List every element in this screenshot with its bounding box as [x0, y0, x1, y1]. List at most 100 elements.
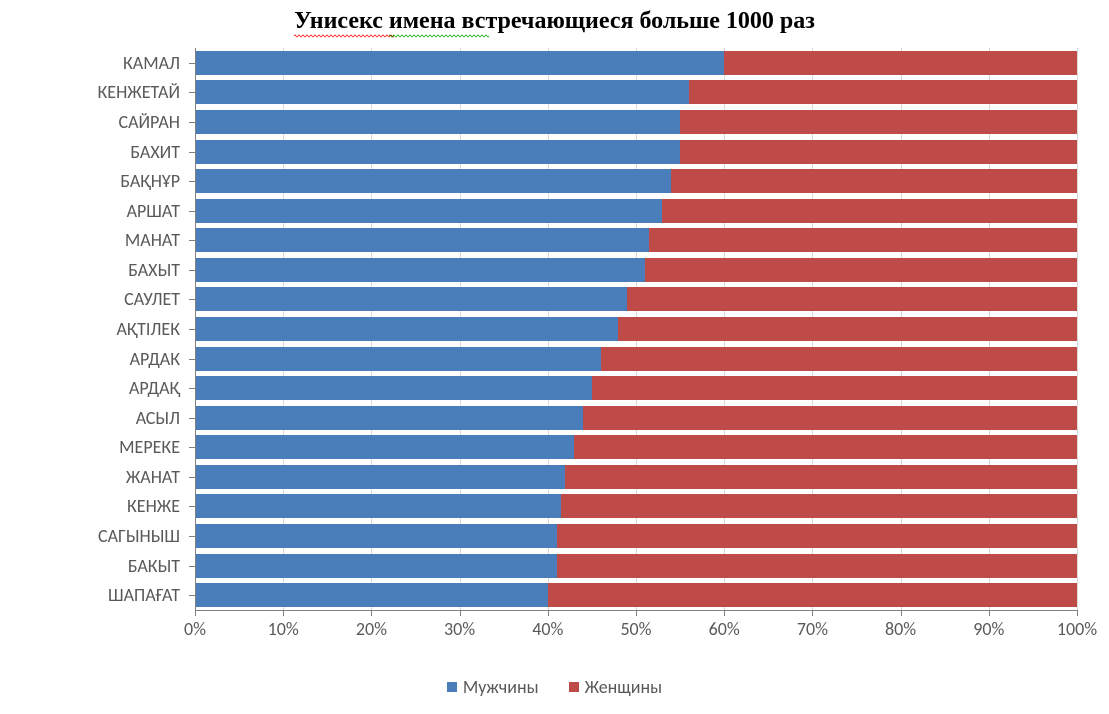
bar-segment-female [601, 347, 1077, 371]
bar-segment-female [662, 199, 1077, 223]
x-tick [901, 610, 902, 616]
bar-row [195, 169, 1077, 193]
bar-segment-male [195, 494, 561, 518]
x-axis-label: 70% [782, 618, 842, 640]
bar-segment-female [565, 465, 1077, 489]
chart-title: Унисекс имена встречающиеся больше 1000 … [0, 8, 1109, 35]
y-tick [189, 359, 195, 360]
y-axis-line [195, 48, 196, 610]
bar-segment-male [195, 406, 583, 430]
bar-row [195, 435, 1077, 459]
bar-row [195, 376, 1077, 400]
plot-area [195, 48, 1077, 610]
bar-segment-female [627, 287, 1077, 311]
x-axis-label: 0% [165, 618, 225, 640]
y-tick [189, 536, 195, 537]
y-tick [189, 211, 195, 212]
x-axis-label: 40% [518, 618, 578, 640]
bar-row [195, 524, 1077, 548]
bar-row [195, 583, 1077, 607]
bar-row [195, 347, 1077, 371]
y-tick [189, 122, 195, 123]
bar-segment-female [574, 435, 1077, 459]
y-axis-label: АРШАТ [0, 200, 180, 222]
bar-row [195, 140, 1077, 164]
bar-segment-female [561, 494, 1077, 518]
title-word: Унисекс [294, 8, 383, 35]
x-axis-label: 20% [341, 618, 401, 640]
bar-segment-male [195, 110, 680, 134]
bar-segment-male [195, 140, 680, 164]
y-axis-label: АРДАК [0, 348, 180, 370]
bar-segment-male [195, 80, 689, 104]
y-axis-label: САЙРАН [0, 111, 180, 133]
bar-segment-female [548, 583, 1077, 607]
y-tick [189, 152, 195, 153]
y-axis-label: КЕНЖЕ [0, 495, 180, 517]
x-axis-label: 50% [606, 618, 666, 640]
x-tick [724, 610, 725, 616]
x-axis-label: 90% [959, 618, 1019, 640]
bar-row [195, 228, 1077, 252]
y-tick [189, 566, 195, 567]
y-axis-label: ЖАНАТ [0, 466, 180, 488]
y-tick [189, 181, 195, 182]
bar-segment-male [195, 376, 592, 400]
y-tick [189, 329, 195, 330]
y-tick [189, 595, 195, 596]
bar-segment-female [680, 110, 1077, 134]
y-axis-label: КАМАЛ [0, 52, 180, 74]
bar-segment-female [689, 80, 1077, 104]
x-tick [636, 610, 637, 616]
bar-row [195, 494, 1077, 518]
y-axis-label: САУЛЕТ [0, 288, 180, 310]
bar-segment-male [195, 317, 618, 341]
bar-segment-male [195, 435, 574, 459]
x-tick [283, 610, 284, 616]
bar-segment-female [671, 169, 1077, 193]
y-axis-label: БАХЫТ [0, 259, 180, 281]
x-tick [812, 610, 813, 616]
y-axis-label: АСЫЛ [0, 407, 180, 429]
y-tick [189, 388, 195, 389]
bar-row [195, 80, 1077, 104]
y-axis-label: АРДАҚ [0, 377, 180, 399]
x-axis-label: 100% [1047, 618, 1107, 640]
legend-swatch [447, 682, 457, 692]
title-word: встречающиеся больше 1000 раз [456, 8, 815, 34]
x-tick [371, 610, 372, 616]
y-axis-label: ШАПАҒАТ [0, 584, 180, 606]
bar-row [195, 554, 1077, 578]
x-tick [195, 610, 196, 616]
y-axis-label: БАҚНҰР [0, 170, 180, 192]
y-axis-label: БАКЫТ [0, 555, 180, 577]
y-tick [189, 270, 195, 271]
bar-segment-female [592, 376, 1077, 400]
gridline [1077, 48, 1078, 610]
title-word: имена [389, 8, 456, 35]
bar-segment-female [724, 51, 1077, 75]
y-tick [189, 92, 195, 93]
y-axis-label: САГЫНЫШ [0, 525, 180, 547]
x-axis-label: 80% [871, 618, 931, 640]
bar-row [195, 406, 1077, 430]
legend-item: Женщины [569, 676, 663, 698]
bar-segment-female [557, 554, 1077, 578]
bar-segment-female [618, 317, 1077, 341]
x-tick [989, 610, 990, 616]
y-tick [189, 299, 195, 300]
bar-row [195, 287, 1077, 311]
y-axis-label: БАХИТ [0, 141, 180, 163]
bar-segment-male [195, 51, 724, 75]
bar-row [195, 258, 1077, 282]
bar-segment-male [195, 554, 557, 578]
bar-segment-male [195, 347, 601, 371]
legend-label: Мужчины [463, 676, 539, 698]
bar-row [195, 199, 1077, 223]
bar-segment-female [680, 140, 1077, 164]
chart-container: Унисекс имена встречающиеся больше 1000 … [0, 0, 1109, 714]
bar-segment-male [195, 287, 627, 311]
bar-segment-female [557, 524, 1077, 548]
x-axis-label: 30% [430, 618, 490, 640]
legend-label: Женщины [585, 676, 663, 698]
